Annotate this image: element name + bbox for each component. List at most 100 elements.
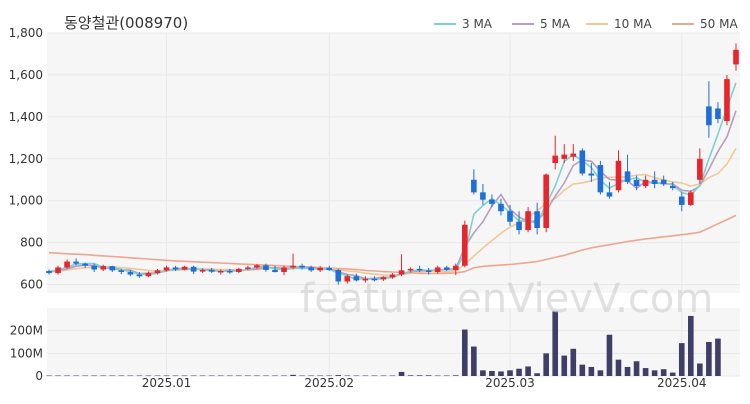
volume-bar xyxy=(154,375,161,377)
volume-bar xyxy=(462,329,468,376)
candle-body xyxy=(353,276,360,281)
candle-body xyxy=(425,270,432,273)
volume-bar xyxy=(326,375,333,377)
candle-body xyxy=(91,265,97,270)
candle-body xyxy=(82,263,88,266)
legend-label: 50 MA xyxy=(700,17,738,31)
candle-body xyxy=(416,268,423,271)
candle-body xyxy=(226,270,233,273)
axis-labels: 600 800 1,000 1,200 1,400 1,600 1,800 0 100M 200M… xyxy=(9,26,707,390)
legend-item-ma5: 5 MA xyxy=(512,17,571,31)
volume-bar xyxy=(208,375,215,377)
candle-body xyxy=(190,266,197,272)
volume-tick-label: 0 xyxy=(35,369,43,383)
volume-bar xyxy=(199,375,206,377)
volume-bar xyxy=(669,372,676,376)
volume-bar xyxy=(100,375,107,377)
ma50-line xyxy=(48,214,737,275)
volume-bar xyxy=(678,343,685,376)
candle-body xyxy=(480,192,486,200)
candle-body xyxy=(217,270,224,273)
candle-body xyxy=(308,267,314,271)
volume-bar xyxy=(118,375,125,377)
volume-bar xyxy=(516,368,522,376)
candle-body xyxy=(624,171,631,182)
volume-bar xyxy=(452,375,459,376)
candle-body xyxy=(507,211,513,222)
legend-item-ma50: 50 MA xyxy=(672,17,738,31)
candle-body xyxy=(127,272,134,275)
volume-bar xyxy=(299,375,305,377)
date-tick-label: 2025.04 xyxy=(657,376,707,390)
volume-tick-label: 200M xyxy=(10,324,43,338)
volume-bar xyxy=(706,342,712,376)
candle-body xyxy=(208,269,215,272)
volume-bar xyxy=(308,375,314,377)
legend-label: 5 MA xyxy=(540,17,571,31)
volume-bar xyxy=(588,366,595,376)
volume-bar xyxy=(561,355,568,376)
volume-bar xyxy=(82,375,88,377)
volume-bars xyxy=(46,311,721,377)
volume-bar xyxy=(317,375,323,377)
candle-body xyxy=(118,270,125,273)
price-tick-label: 1,600 xyxy=(9,68,43,82)
candle-body xyxy=(606,192,613,197)
candle-body xyxy=(525,211,531,231)
volume-bar xyxy=(371,375,378,377)
candle-body xyxy=(371,278,378,281)
price-tick-label: 800 xyxy=(20,236,43,250)
volume-bar xyxy=(109,375,116,377)
volume-bar xyxy=(443,375,450,377)
volume-bar xyxy=(615,359,622,376)
candle-body xyxy=(552,155,559,163)
candle-body xyxy=(389,274,396,278)
volume-bar xyxy=(633,361,640,376)
candle-body xyxy=(398,270,405,275)
candle-body xyxy=(733,49,739,65)
volume-bar xyxy=(543,353,549,376)
candle-body xyxy=(724,79,730,122)
volume-bar xyxy=(534,373,540,376)
candle-body xyxy=(462,224,468,266)
volume-bar xyxy=(127,375,134,377)
volume-bar xyxy=(624,366,631,376)
volume-bar xyxy=(46,375,52,377)
candle-body xyxy=(706,106,712,126)
price-tick-label: 1,000 xyxy=(9,194,43,208)
volume-bar xyxy=(55,375,61,377)
candle-body xyxy=(498,203,504,212)
candle-body xyxy=(154,270,161,274)
volume-bar xyxy=(434,375,441,377)
volume-bar xyxy=(281,375,287,377)
volume-bar xyxy=(73,375,79,377)
volume-panel-background xyxy=(47,308,740,376)
candle-body xyxy=(100,266,107,270)
candle-body xyxy=(642,179,649,187)
volume-bar xyxy=(697,363,703,376)
volume-bar xyxy=(344,375,351,377)
volume-bar xyxy=(398,371,405,376)
candle-body xyxy=(489,199,495,204)
volume-bar xyxy=(597,370,604,376)
candle-body xyxy=(136,274,143,277)
legend-label: 3 MA xyxy=(462,17,493,31)
candle-body xyxy=(335,269,342,282)
candle-body xyxy=(290,265,296,268)
candle-body xyxy=(534,211,540,228)
candle-body xyxy=(145,273,152,277)
candle-body xyxy=(669,186,676,189)
candle-body xyxy=(407,268,414,271)
volume-bar xyxy=(570,348,577,376)
candle-body xyxy=(570,153,577,157)
price-tick-label: 1,200 xyxy=(9,152,43,166)
volume-bar xyxy=(380,375,387,377)
candle-body xyxy=(163,267,170,271)
volume-bar xyxy=(525,366,531,376)
candle-body xyxy=(380,277,387,280)
candle-body xyxy=(678,196,685,205)
candle-body xyxy=(344,276,351,282)
legend-label: 10 MA xyxy=(614,17,652,31)
candle-body xyxy=(181,266,188,270)
